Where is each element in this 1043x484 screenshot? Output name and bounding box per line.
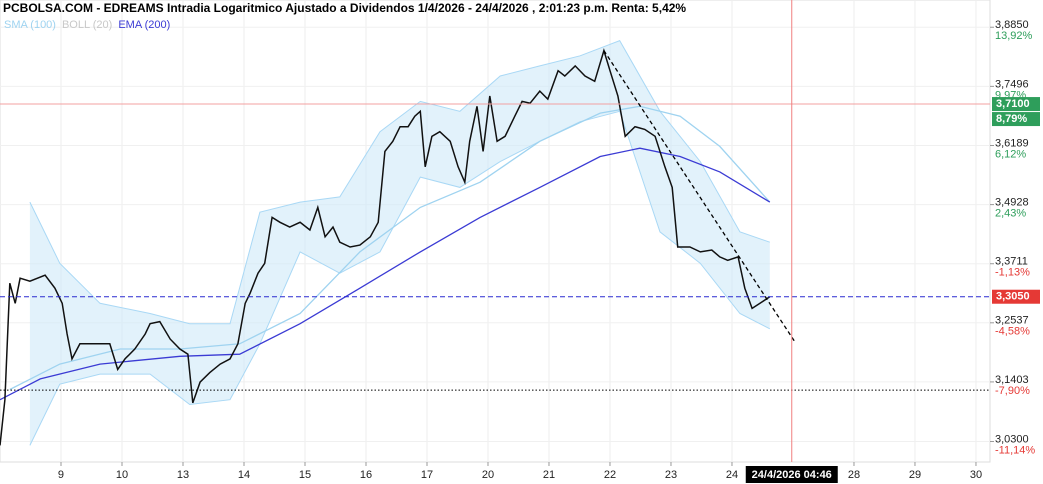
- chart-title: PCBOLSA.COM - EDREAMS Intradia Logaritmi…: [3, 1, 686, 15]
- level-label: 3,3050: [996, 291, 1030, 303]
- level-box: [992, 289, 1040, 304]
- legend-entry: BOLL (20): [62, 19, 112, 31]
- x-tick-label: 29: [909, 469, 921, 481]
- x-tick-label: 13: [177, 469, 189, 481]
- x-tick-label: 15: [299, 469, 311, 481]
- indicator-line: [0, 147, 771, 401]
- x-tick-label: 9: [58, 469, 64, 481]
- x-tick-label: 20: [482, 469, 494, 481]
- y-tick-percent: -7,90%: [995, 385, 1030, 397]
- y-tick-label: 3,4928: [995, 197, 1029, 209]
- y-tick-percent: -11,14%: [995, 444, 1035, 456]
- y-tick-percent: 6,12%: [995, 148, 1026, 160]
- y-tick-percent: 2,43%: [995, 208, 1026, 220]
- y-tick-label: 3,8850: [995, 19, 1029, 31]
- crosshair-label: 24/4/2026 04:46: [752, 469, 832, 481]
- y-tick-label: 3,3711: [995, 256, 1028, 268]
- legend-entry: SMA (100): [4, 19, 56, 31]
- band-lower: [29, 110, 771, 446]
- x-tick-label: 17: [421, 469, 433, 481]
- plot-frame: [0, 0, 991, 463]
- y-tick-label: 3,7496: [995, 78, 1029, 90]
- x-tick-label: 28: [848, 469, 860, 481]
- level-box: [992, 97, 1040, 112]
- band-upper: [29, 39, 770, 325]
- x-tick-label: 24: [726, 469, 738, 481]
- crosshair-box: [745, 466, 838, 483]
- y-tick-label: 3,2537: [995, 315, 1029, 327]
- band-fill: [29, 40, 770, 446]
- y-tick-label: 3,1403: [995, 374, 1029, 386]
- x-tick-label: 22: [604, 469, 616, 481]
- level-percent: 8,79%: [996, 113, 1027, 125]
- y-tick-percent: -1,13%: [995, 267, 1030, 279]
- level-percent-box: [992, 112, 1040, 127]
- x-tick-label: 21: [543, 469, 555, 481]
- y-tick-percent: -4,58%: [995, 326, 1030, 338]
- x-tick-label: 16: [360, 469, 372, 481]
- x-tick-label: 10: [116, 469, 128, 481]
- legend-entry: EMA (200): [118, 19, 170, 31]
- x-tick-label: 14: [238, 469, 250, 481]
- y-tick-label: 3,0300: [995, 433, 1029, 445]
- x-tick-label: 30: [970, 469, 982, 481]
- indicator-line: [9, 105, 771, 391]
- x-tick-label: 23: [665, 469, 677, 481]
- trendline: [603, 50, 796, 343]
- price-line: [0, 48, 771, 446]
- level-label: 3,7100: [996, 98, 1030, 110]
- y-tick-percent: 13,92%: [995, 30, 1033, 42]
- y-tick-label: 3,6189: [995, 137, 1029, 149]
